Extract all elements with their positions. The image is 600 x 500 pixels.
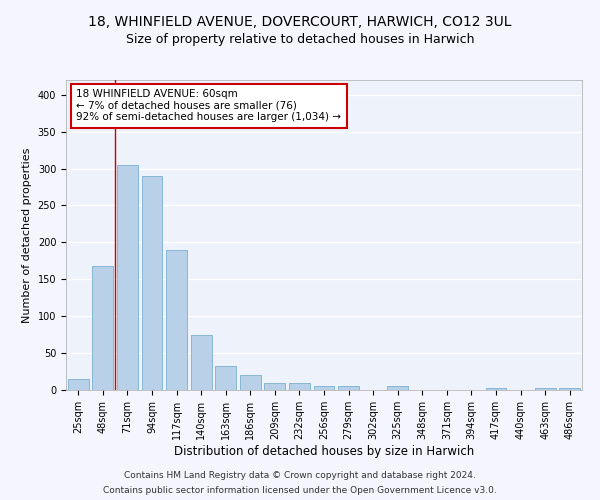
Bar xyxy=(289,382,310,390)
Text: Contains HM Land Registry data © Crown copyright and database right 2024.: Contains HM Land Registry data © Crown c… xyxy=(124,471,476,480)
Text: 18, WHINFIELD AVENUE, DOVERCOURT, HARWICH, CO12 3UL: 18, WHINFIELD AVENUE, DOVERCOURT, HARWIC… xyxy=(88,15,512,29)
Bar xyxy=(338,386,359,390)
Bar xyxy=(535,388,556,390)
Bar xyxy=(68,379,89,390)
Text: Contains public sector information licensed under the Open Government Licence v3: Contains public sector information licen… xyxy=(103,486,497,495)
Bar xyxy=(191,334,212,390)
Bar xyxy=(265,382,286,390)
Bar xyxy=(117,165,138,390)
Bar xyxy=(142,176,163,390)
Bar xyxy=(485,388,506,390)
Text: Size of property relative to detached houses in Harwich: Size of property relative to detached ho… xyxy=(126,32,474,46)
Bar xyxy=(387,386,408,390)
Bar xyxy=(166,250,187,390)
Bar xyxy=(92,266,113,390)
Y-axis label: Number of detached properties: Number of detached properties xyxy=(22,148,32,322)
Bar xyxy=(314,386,334,390)
Bar xyxy=(559,388,580,390)
Bar xyxy=(240,375,261,390)
X-axis label: Distribution of detached houses by size in Harwich: Distribution of detached houses by size … xyxy=(174,444,474,458)
Text: 18 WHINFIELD AVENUE: 60sqm
← 7% of detached houses are smaller (76)
92% of semi-: 18 WHINFIELD AVENUE: 60sqm ← 7% of detac… xyxy=(76,90,341,122)
Bar xyxy=(215,366,236,390)
